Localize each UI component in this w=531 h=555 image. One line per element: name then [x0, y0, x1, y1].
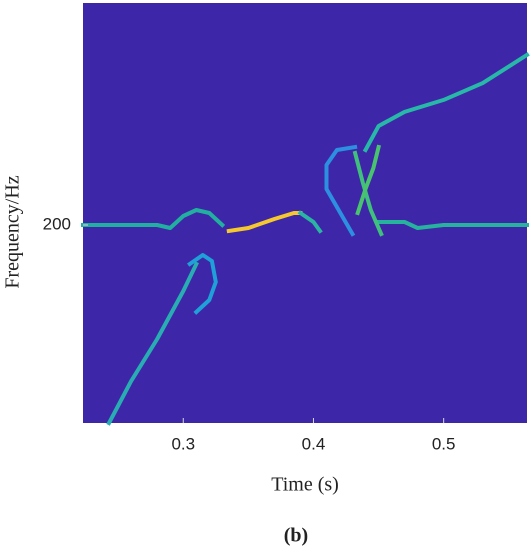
marks — [81, 52, 530, 426]
x-tick-label: 0.5 — [432, 434, 456, 453]
caption: (b) — [284, 525, 308, 547]
x-axis-label: Time (s) — [271, 474, 339, 496]
x-tick-label: 0.4 — [302, 434, 326, 453]
ridge-line — [106, 261, 199, 426]
ridge-line — [187, 253, 218, 315]
ridge-line — [376, 220, 529, 230]
ridge-line — [362, 52, 530, 153]
ridge-line — [324, 144, 358, 237]
ridge-line — [81, 208, 226, 230]
x-tick-label: 0.3 — [171, 434, 195, 453]
plot-area — [83, 3, 527, 423]
ridge-line — [297, 210, 323, 234]
y-axis-label: Frequency/Hz — [2, 175, 24, 288]
ridge-line — [352, 150, 384, 237]
ridge-line — [226, 211, 303, 234]
y-tick-label: 200 — [43, 214, 71, 233]
ridge-line — [355, 144, 382, 216]
